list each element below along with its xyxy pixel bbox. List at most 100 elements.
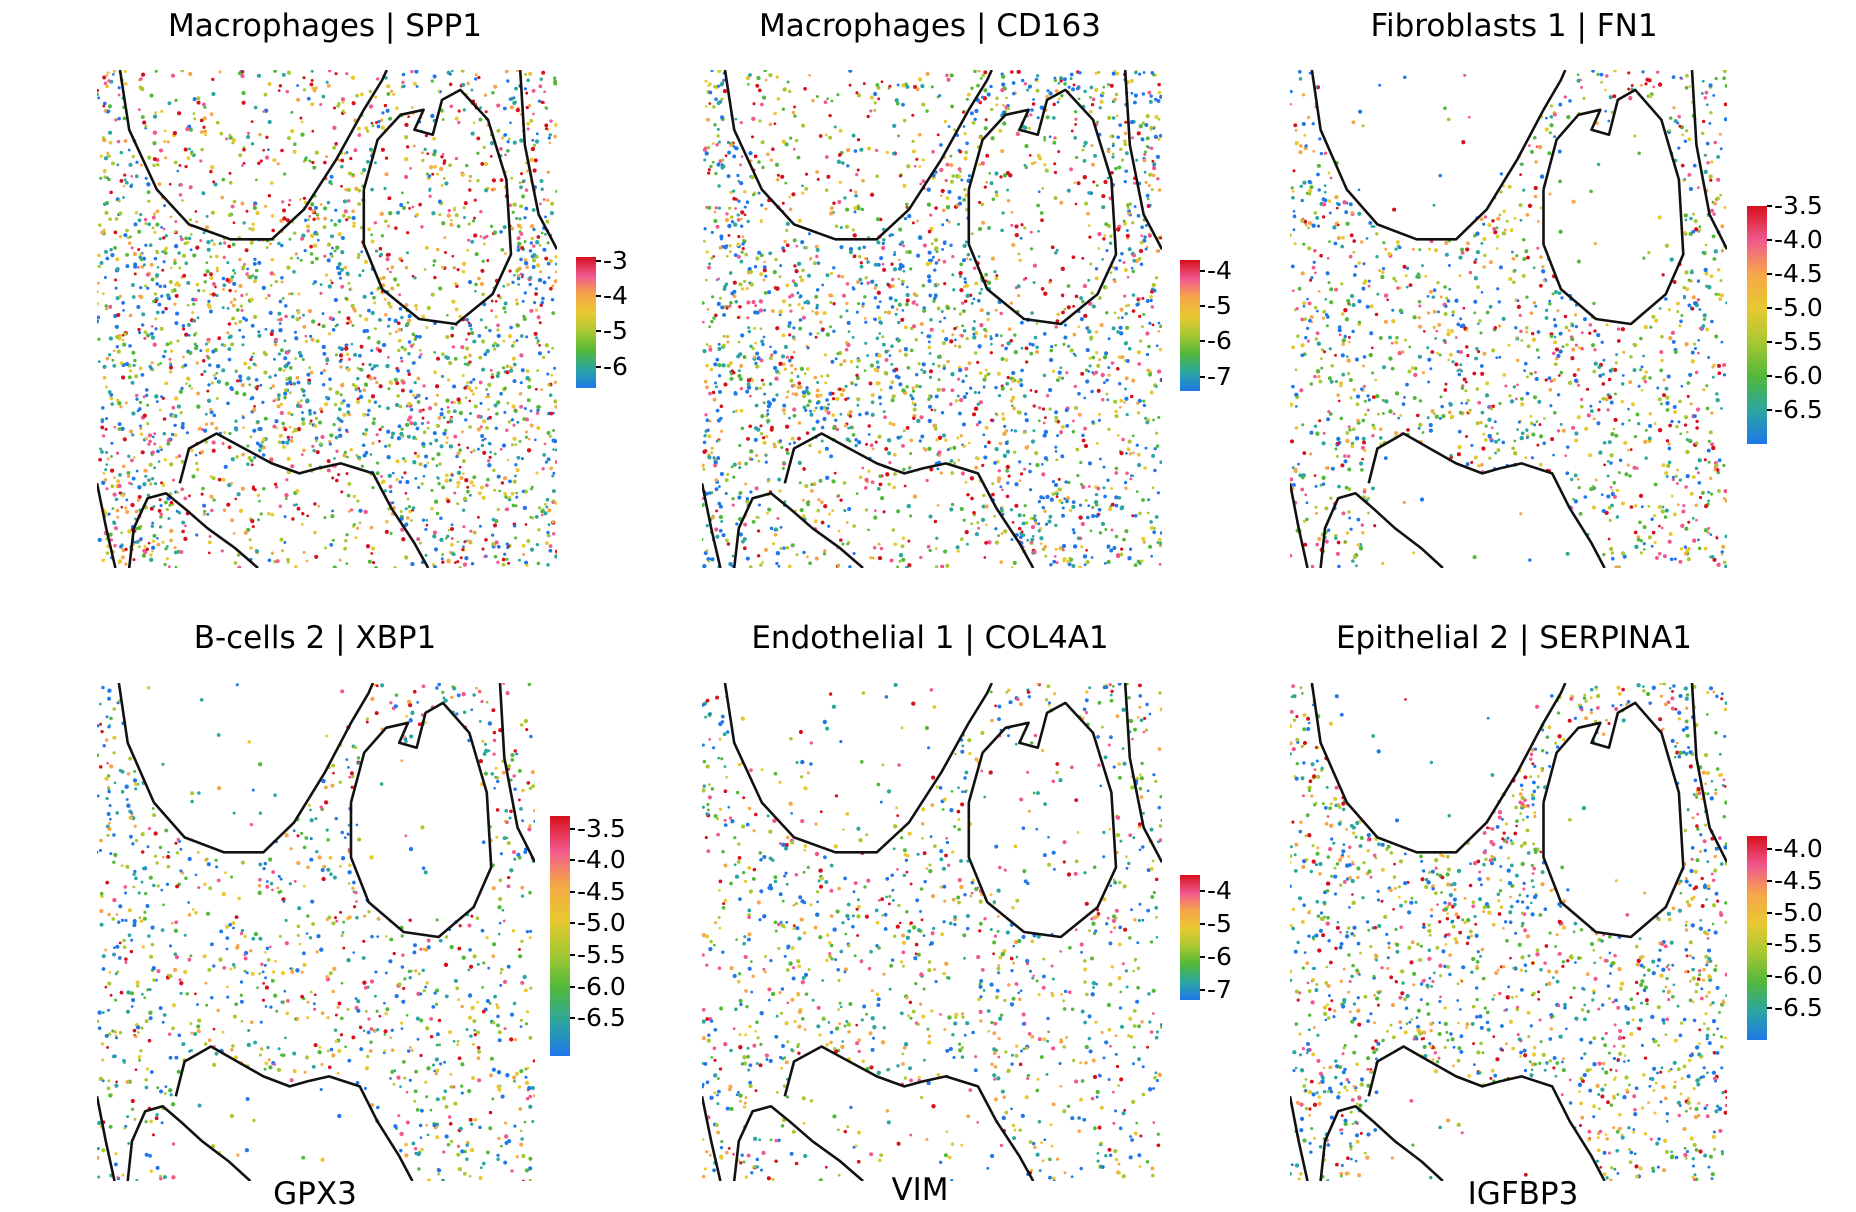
scatter-point [1030, 161, 1035, 166]
scatter-point [256, 493, 260, 497]
scatter-point [456, 268, 460, 272]
scatter-point [337, 310, 341, 314]
scatter-point [808, 561, 812, 566]
scatter-point [773, 350, 778, 355]
scatter-point [254, 377, 259, 382]
scatter-point [435, 511, 440, 516]
scatter-point [446, 314, 449, 317]
scatter-point [1124, 376, 1129, 381]
scatter-point [1158, 347, 1162, 352]
scatter-point [173, 550, 178, 555]
scatter-point [928, 448, 931, 452]
scatter-point [736, 213, 740, 217]
scatter-point [253, 105, 258, 110]
scatter-point [1095, 514, 1099, 518]
scatter-point [1116, 330, 1120, 334]
scatter-point [238, 328, 242, 332]
scatter-point [785, 228, 789, 232]
scatter-point [418, 334, 422, 339]
scatter-point [751, 346, 755, 351]
scatter-point [182, 273, 187, 278]
scatter-point [799, 294, 803, 298]
scatter-point [1088, 109, 1093, 114]
scatter-point [1157, 329, 1161, 333]
scatter-point [1084, 201, 1089, 206]
scatter-point [319, 371, 324, 375]
scatter-point [535, 542, 540, 547]
scatter-point [907, 563, 912, 568]
scatter-point [995, 333, 999, 338]
scatter-point [211, 476, 216, 481]
scatter-point [781, 139, 786, 144]
scatter-point [490, 372, 494, 376]
scatter-point [1061, 513, 1065, 518]
scatter-point [1033, 161, 1037, 164]
scatter-point [1112, 97, 1118, 102]
scatter-point [236, 379, 240, 383]
scatter-point [717, 374, 722, 378]
scatter-point [1000, 87, 1005, 93]
scatter-point [317, 322, 321, 327]
scatter-point [470, 88, 474, 92]
scatter-point [99, 261, 104, 265]
scatter-point [737, 369, 741, 373]
scatter-point [309, 82, 314, 87]
scatter-point [1039, 536, 1044, 541]
scatter-point [117, 116, 121, 121]
scatter-point [1086, 211, 1090, 216]
scatter-point [468, 425, 472, 429]
scatter-point [719, 404, 724, 408]
scatter-point [933, 519, 938, 524]
scatter-point [472, 448, 476, 453]
scatter-point [375, 433, 379, 437]
scatter-point [999, 560, 1004, 564]
scatter-point [112, 70, 117, 74]
scatter-point [273, 342, 278, 347]
scatter-point [312, 88, 317, 93]
scatter-point [1087, 224, 1091, 227]
scatter-point [232, 297, 237, 302]
scatter-point [915, 87, 920, 92]
scatter-point [502, 366, 506, 370]
scatter-point [894, 312, 898, 316]
scatter-point [202, 125, 206, 129]
scatter-point [1106, 544, 1111, 549]
scatter-point [330, 254, 334, 258]
scatter-point [519, 185, 523, 190]
scatter-point [392, 92, 396, 96]
scatter-point [1133, 181, 1137, 185]
scatter-point [488, 328, 492, 333]
scatter-point [1114, 92, 1119, 97]
scatter-point [1120, 316, 1124, 320]
scatter-point [478, 117, 483, 122]
scatter-point [896, 338, 901, 343]
scatter-point [388, 484, 393, 489]
scatter-point [369, 453, 373, 456]
scatter-point [1097, 418, 1101, 422]
scatter-point [241, 100, 246, 105]
scatter-point [891, 528, 896, 532]
scatter-point [1004, 429, 1009, 433]
scatter-point [959, 262, 964, 267]
scatter-point [534, 515, 539, 519]
scatter-point [709, 164, 713, 169]
scatter-point [933, 426, 938, 431]
scatter-point [351, 383, 356, 387]
scatter-point [784, 181, 788, 185]
scatter-point [792, 350, 796, 354]
scatter-point [787, 564, 792, 568]
scatter-point [525, 563, 529, 568]
scatter-point [294, 357, 298, 360]
scatter-point [160, 294, 164, 298]
scatter-point [380, 147, 386, 152]
scatter-point [1001, 416, 1006, 421]
scatter-point [866, 354, 870, 358]
scatter-point [529, 547, 535, 552]
scatter-point [124, 82, 128, 86]
scatter-point [770, 425, 774, 430]
scatter-point [458, 448, 462, 452]
scatter-point [400, 85, 404, 89]
scatter-point [294, 565, 298, 568]
scatter-point [385, 253, 390, 257]
scatter-point [228, 133, 232, 137]
